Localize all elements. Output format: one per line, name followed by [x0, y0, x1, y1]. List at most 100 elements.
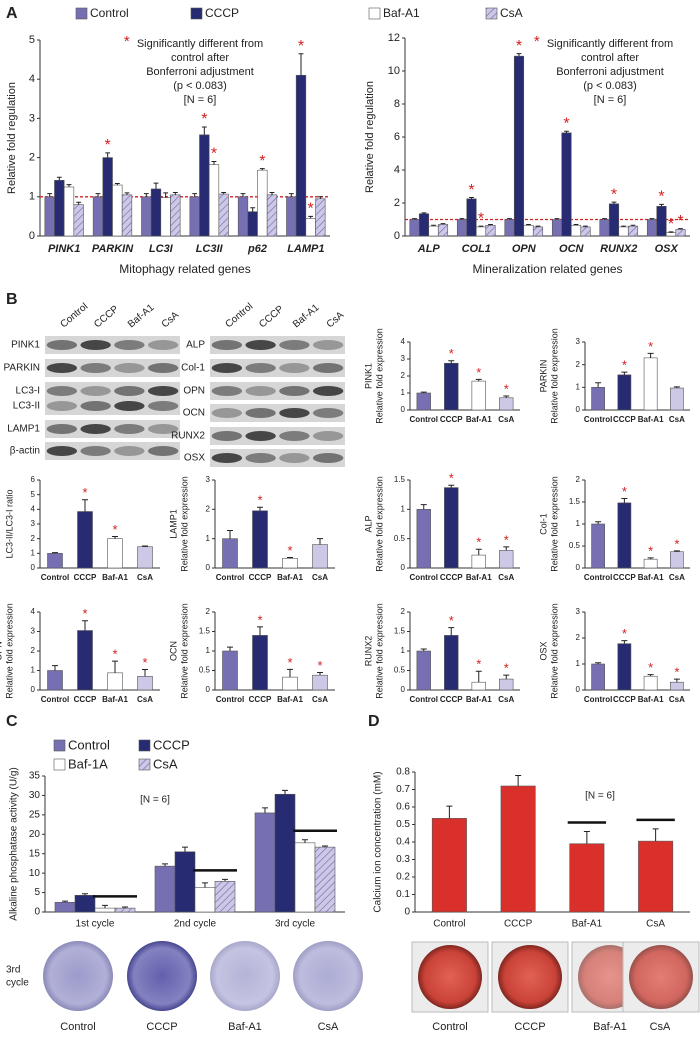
y-axis-label: LAMP1: [168, 509, 178, 539]
blot-band: [80, 340, 111, 350]
bar: [591, 387, 605, 411]
y-tick-label: 30: [29, 790, 41, 801]
annotation-marker: *: [534, 33, 540, 50]
y-tick-label: 0.5: [394, 666, 406, 675]
error-bar: [112, 535, 118, 539]
bar: [418, 213, 430, 237]
bar: [618, 226, 629, 237]
x-tick-label: 2nd cycle: [174, 919, 217, 930]
x-tick-label: CsA: [669, 695, 685, 704]
legend-label: Baf-A1: [383, 6, 420, 20]
x-tick-label: Control: [584, 695, 612, 704]
bar: [199, 134, 210, 237]
error-bar: [114, 182, 120, 186]
error-bar: [647, 557, 654, 560]
bar: [646, 219, 658, 237]
y-tick-label: 15: [29, 848, 41, 859]
error-bar: [602, 218, 607, 220]
y-tick-label: 2: [394, 197, 400, 209]
well-label: Baf-A1: [228, 1021, 262, 1033]
error-bar: [211, 161, 217, 165]
significance-star: *: [287, 655, 292, 670]
bar: [513, 55, 525, 237]
bar: [444, 635, 459, 691]
significance-star: *: [648, 543, 653, 558]
legend-label: CCCP: [205, 6, 239, 20]
blot-band: [114, 386, 145, 396]
annotation: [N = 6]: [184, 94, 217, 106]
blot-band: [46, 446, 78, 456]
significance-star: *: [82, 606, 87, 621]
error-bar: [420, 504, 427, 510]
bar: [570, 224, 582, 237]
hatch: [628, 226, 638, 236]
error-bar: [105, 152, 111, 158]
error-bar: [322, 845, 328, 848]
error-bar: [621, 640, 628, 644]
error-bar: [142, 669, 148, 677]
y-tick-label: 1.5: [569, 497, 581, 506]
annotation: Bonferroni adjustment: [556, 66, 664, 78]
hatch: [533, 226, 543, 236]
blot-band: [46, 401, 78, 411]
bar: [305, 218, 316, 237]
x-tick-label: CCCP: [613, 695, 636, 704]
bar: [141, 196, 152, 237]
stain-well: [498, 945, 562, 1009]
bar: [471, 380, 486, 411]
error-bar: [630, 224, 636, 227]
bar: [617, 502, 632, 569]
row-label: cycle: [6, 978, 29, 989]
bar: [409, 219, 420, 237]
bar: [638, 840, 674, 913]
y-tick-label: 1: [401, 504, 406, 513]
y-tick-label: 0.8: [396, 767, 410, 778]
y-tick-label: 2: [31, 646, 36, 655]
bar: [444, 487, 459, 569]
annotation: Significantly different from: [137, 38, 263, 50]
x-tick-label: Baf-A1: [466, 573, 492, 582]
x-tick-label: CCCP: [440, 415, 463, 424]
x-tick-label: CsA: [312, 695, 328, 704]
well-label: CCCP: [146, 1021, 177, 1033]
y-axis-label: Relative fold regulation: [364, 81, 376, 193]
blot-band: [46, 363, 78, 373]
significance-star: *: [622, 358, 627, 373]
panel-letter: D: [368, 713, 380, 730]
hatch: [580, 226, 591, 236]
bar: [444, 362, 459, 411]
blot-strip: [45, 336, 180, 354]
bar: [247, 211, 258, 237]
y-tick-label: 2: [31, 534, 36, 543]
bar: [237, 196, 249, 237]
error-bar: [162, 863, 168, 867]
y-axis-label: Relative fold expression: [374, 476, 384, 572]
significance-star: *: [468, 182, 474, 199]
error-bar: [250, 207, 256, 212]
x-tick-label: Control: [410, 695, 438, 704]
error-bar: [421, 212, 427, 214]
error-bar: [668, 231, 674, 233]
significance-star: *: [611, 186, 617, 203]
error-bar: [503, 546, 510, 551]
significance-star: *: [504, 661, 509, 676]
bar: [523, 224, 534, 237]
blot-band: [312, 340, 344, 350]
error-bar: [201, 126, 207, 135]
blot-band: [147, 401, 179, 411]
error-bar: [595, 662, 602, 664]
error-bar: [507, 218, 512, 220]
stain-well: [418, 945, 482, 1009]
bar: [456, 219, 468, 237]
y-axis-label: Relative fold expression: [374, 328, 384, 424]
error-bar: [221, 191, 227, 195]
y-tick-label: 4: [31, 504, 36, 513]
significance-star: *: [516, 38, 522, 55]
panel-letter: B: [6, 291, 18, 308]
y-tick-label: 0.5: [569, 541, 581, 550]
x-tick-label: p62: [247, 243, 267, 255]
row-label: LAMP1: [7, 424, 40, 435]
legend-swatch: [75, 7, 88, 20]
bar: [92, 196, 104, 237]
y-tick-label: 4: [29, 73, 35, 85]
